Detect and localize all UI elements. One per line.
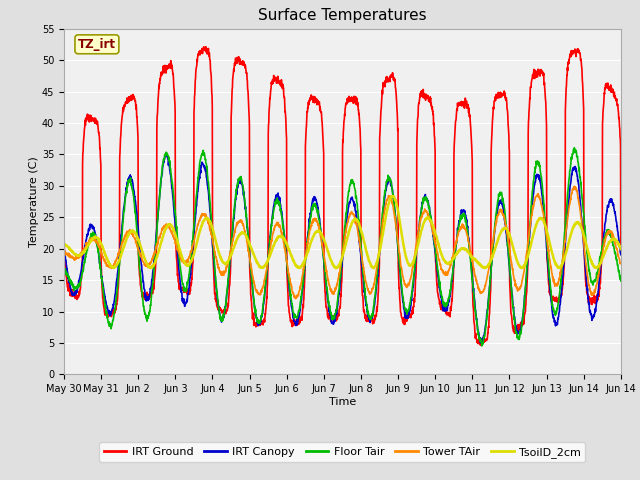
Tower TAir [568, 191, 575, 196]
IRT Canopy [568, 170, 576, 176]
Floor Tair [617, 278, 625, 284]
TsoilD_2cm [332, 265, 340, 271]
TsoilD_2cm [568, 228, 576, 233]
Tower TAir [60, 248, 68, 253]
IRT Canopy [477, 340, 485, 346]
Floor Tair [60, 267, 68, 273]
Line: TsoilD_2cm: TsoilD_2cm [64, 196, 621, 268]
Floor Tair [371, 296, 378, 302]
IRT Ground [568, 51, 576, 57]
Text: TZ_irt: TZ_irt [78, 38, 116, 51]
IRT Canopy [163, 150, 170, 156]
Tower TAir [570, 183, 578, 189]
Title: Surface Temperatures: Surface Temperatures [258, 9, 427, 24]
IRT Ground [477, 343, 485, 348]
TsoilD_2cm [216, 251, 223, 257]
Floor Tair [504, 249, 512, 254]
X-axis label: Time: Time [329, 397, 356, 407]
IRT Canopy [216, 309, 223, 315]
IRT Canopy [359, 273, 367, 278]
IRT Ground [371, 312, 379, 318]
IRT Ground [505, 128, 513, 134]
IRT Canopy [584, 286, 591, 291]
Tower TAir [617, 261, 625, 266]
Floor Tair [478, 343, 486, 349]
TsoilD_2cm [584, 246, 591, 252]
Floor Tair [584, 255, 591, 261]
Tower TAir [216, 267, 223, 273]
Line: Tower TAir: Tower TAir [64, 186, 621, 299]
IRT Ground [584, 292, 591, 298]
IRT Canopy [371, 300, 379, 306]
Tower TAir [359, 260, 367, 266]
Line: Floor Tair: Floor Tair [64, 148, 621, 346]
IRT Ground [359, 293, 367, 299]
TsoilD_2cm [359, 233, 367, 239]
IRT Ground [60, 240, 68, 246]
IRT Ground [617, 248, 625, 254]
TsoilD_2cm [60, 241, 68, 247]
TsoilD_2cm [617, 246, 625, 252]
IRT Canopy [617, 252, 625, 258]
Floor Tair [570, 145, 578, 151]
Tower TAir [371, 277, 379, 283]
TsoilD_2cm [389, 193, 397, 199]
Tower TAir [584, 273, 591, 278]
Floor Tair [216, 310, 223, 316]
Line: IRT Ground: IRT Ground [64, 47, 621, 346]
Line: IRT Canopy: IRT Canopy [64, 153, 621, 343]
TsoilD_2cm [505, 230, 513, 236]
IRT Canopy [505, 255, 513, 261]
Tower TAir [504, 240, 512, 245]
Floor Tair [568, 154, 575, 159]
Legend: IRT Ground, IRT Canopy, Floor Tair, Tower TAir, TsoilD_2cm: IRT Ground, IRT Canopy, Floor Tair, Towe… [99, 442, 586, 462]
IRT Ground [200, 44, 207, 50]
IRT Canopy [60, 246, 68, 252]
TsoilD_2cm [371, 264, 379, 270]
Tower TAir [292, 296, 300, 301]
IRT Ground [216, 307, 223, 313]
Y-axis label: Temperature (C): Temperature (C) [29, 156, 39, 247]
Floor Tair [358, 261, 366, 266]
